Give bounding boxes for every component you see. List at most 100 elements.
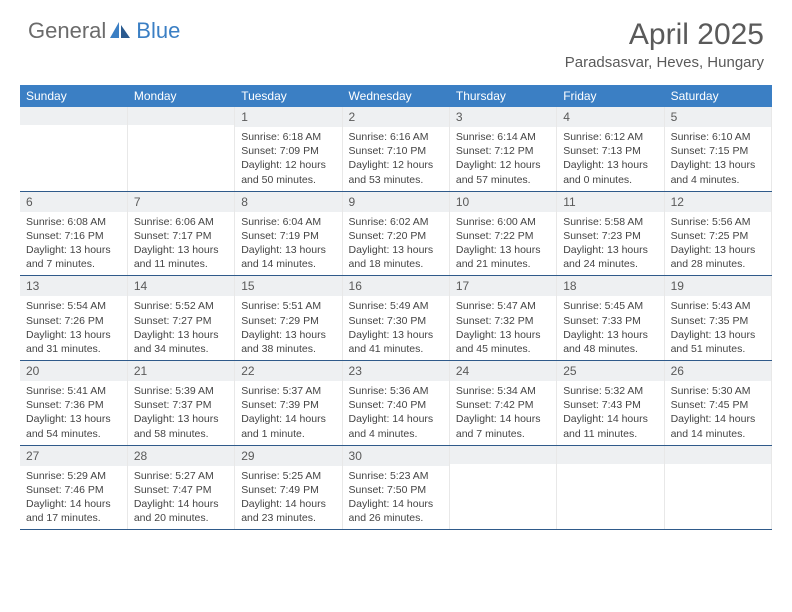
day-detail: Sunrise: 5:34 AMSunset: 7:42 PMDaylight:… [450, 381, 556, 445]
day-detail: Sunrise: 5:27 AMSunset: 7:47 PMDaylight:… [128, 466, 234, 530]
logo-text-1: General [28, 18, 106, 44]
day-cell: 4Sunrise: 6:12 AMSunset: 7:13 PMDaylight… [557, 107, 664, 191]
day-cell: 10Sunrise: 6:00 AMSunset: 7:22 PMDayligh… [449, 191, 556, 276]
day-detail: Sunrise: 5:39 AMSunset: 7:37 PMDaylight:… [128, 381, 234, 445]
location: Paradsasvar, Heves, Hungary [565, 54, 764, 71]
day-number [20, 107, 127, 125]
day-detail: Sunrise: 5:45 AMSunset: 7:33 PMDaylight:… [557, 296, 663, 360]
week-row: 13Sunrise: 5:54 AMSunset: 7:26 PMDayligh… [20, 276, 772, 361]
day-cell: 14Sunrise: 5:52 AMSunset: 7:27 PMDayligh… [127, 276, 234, 361]
day-cell: 13Sunrise: 5:54 AMSunset: 7:26 PMDayligh… [20, 276, 127, 361]
day-number: 21 [128, 361, 234, 381]
weekday-wednesday: Wednesday [342, 85, 449, 107]
weekday-thursday: Thursday [449, 85, 556, 107]
day-number: 14 [128, 276, 234, 296]
week-row: 1Sunrise: 6:18 AMSunset: 7:09 PMDaylight… [20, 107, 772, 191]
day-detail: Sunrise: 6:02 AMSunset: 7:20 PMDaylight:… [343, 212, 449, 276]
day-detail: Sunrise: 5:43 AMSunset: 7:35 PMDaylight:… [665, 296, 771, 360]
day-number: 22 [235, 361, 341, 381]
weekday-tuesday: Tuesday [235, 85, 342, 107]
day-cell: 17Sunrise: 5:47 AMSunset: 7:32 PMDayligh… [449, 276, 556, 361]
day-cell: 18Sunrise: 5:45 AMSunset: 7:33 PMDayligh… [557, 276, 664, 361]
day-cell [557, 445, 664, 530]
day-number: 1 [235, 107, 341, 127]
day-detail: Sunrise: 6:12 AMSunset: 7:13 PMDaylight:… [557, 127, 663, 191]
day-cell: 28Sunrise: 5:27 AMSunset: 7:47 PMDayligh… [127, 445, 234, 530]
day-detail: Sunrise: 5:58 AMSunset: 7:23 PMDaylight:… [557, 212, 663, 276]
day-number: 4 [557, 107, 663, 127]
month-title: April 2025 [565, 18, 764, 52]
day-number: 6 [20, 192, 127, 212]
day-detail: Sunrise: 5:36 AMSunset: 7:40 PMDaylight:… [343, 381, 449, 445]
day-number: 20 [20, 361, 127, 381]
day-detail: Sunrise: 5:29 AMSunset: 7:46 PMDaylight:… [20, 466, 127, 530]
day-detail: Sunrise: 6:04 AMSunset: 7:19 PMDaylight:… [235, 212, 341, 276]
day-cell: 25Sunrise: 5:32 AMSunset: 7:43 PMDayligh… [557, 361, 664, 446]
day-detail: Sunrise: 5:51 AMSunset: 7:29 PMDaylight:… [235, 296, 341, 360]
day-number: 29 [235, 446, 341, 466]
day-cell: 5Sunrise: 6:10 AMSunset: 7:15 PMDaylight… [664, 107, 771, 191]
day-cell: 21Sunrise: 5:39 AMSunset: 7:37 PMDayligh… [127, 361, 234, 446]
header: General Blue April 2025 Paradsasvar, Hev… [0, 0, 792, 79]
day-cell: 22Sunrise: 5:37 AMSunset: 7:39 PMDayligh… [235, 361, 342, 446]
day-cell: 3Sunrise: 6:14 AMSunset: 7:12 PMDaylight… [449, 107, 556, 191]
day-cell: 1Sunrise: 6:18 AMSunset: 7:09 PMDaylight… [235, 107, 342, 191]
day-detail: Sunrise: 6:00 AMSunset: 7:22 PMDaylight:… [450, 212, 556, 276]
week-row: 27Sunrise: 5:29 AMSunset: 7:46 PMDayligh… [20, 445, 772, 530]
day-number: 17 [450, 276, 556, 296]
day-detail: Sunrise: 5:30 AMSunset: 7:45 PMDaylight:… [665, 381, 771, 445]
day-cell: 16Sunrise: 5:49 AMSunset: 7:30 PMDayligh… [342, 276, 449, 361]
day-cell: 9Sunrise: 6:02 AMSunset: 7:20 PMDaylight… [342, 191, 449, 276]
day-detail: Sunrise: 6:14 AMSunset: 7:12 PMDaylight:… [450, 127, 556, 191]
day-cell: 12Sunrise: 5:56 AMSunset: 7:25 PMDayligh… [664, 191, 771, 276]
day-detail: Sunrise: 5:41 AMSunset: 7:36 PMDaylight:… [20, 381, 127, 445]
day-number: 24 [450, 361, 556, 381]
day-number: 28 [128, 446, 234, 466]
day-detail: Sunrise: 5:47 AMSunset: 7:32 PMDaylight:… [450, 296, 556, 360]
week-row: 20Sunrise: 5:41 AMSunset: 7:36 PMDayligh… [20, 361, 772, 446]
day-detail: Sunrise: 5:25 AMSunset: 7:49 PMDaylight:… [235, 466, 341, 530]
day-number: 15 [235, 276, 341, 296]
day-cell: 19Sunrise: 5:43 AMSunset: 7:35 PMDayligh… [664, 276, 771, 361]
day-cell [127, 107, 234, 191]
day-number: 10 [450, 192, 556, 212]
day-number: 16 [343, 276, 449, 296]
day-number: 2 [343, 107, 449, 127]
weekday-sunday: Sunday [20, 85, 127, 107]
day-cell: 2Sunrise: 6:16 AMSunset: 7:10 PMDaylight… [342, 107, 449, 191]
weekday-monday: Monday [127, 85, 234, 107]
day-cell: 8Sunrise: 6:04 AMSunset: 7:19 PMDaylight… [235, 191, 342, 276]
day-number [665, 446, 771, 464]
day-number: 11 [557, 192, 663, 212]
day-number [450, 446, 556, 464]
weekday-friday: Friday [557, 85, 664, 107]
day-number: 9 [343, 192, 449, 212]
day-number: 13 [20, 276, 127, 296]
day-cell: 15Sunrise: 5:51 AMSunset: 7:29 PMDayligh… [235, 276, 342, 361]
day-detail: Sunrise: 5:32 AMSunset: 7:43 PMDaylight:… [557, 381, 663, 445]
day-number: 8 [235, 192, 341, 212]
day-cell: 7Sunrise: 6:06 AMSunset: 7:17 PMDaylight… [127, 191, 234, 276]
day-detail: Sunrise: 6:08 AMSunset: 7:16 PMDaylight:… [20, 212, 127, 276]
day-detail: Sunrise: 6:18 AMSunset: 7:09 PMDaylight:… [235, 127, 341, 191]
day-number: 26 [665, 361, 771, 381]
day-cell: 23Sunrise: 5:36 AMSunset: 7:40 PMDayligh… [342, 361, 449, 446]
day-cell: 29Sunrise: 5:25 AMSunset: 7:49 PMDayligh… [235, 445, 342, 530]
calendar-table: Sunday Monday Tuesday Wednesday Thursday… [20, 85, 772, 530]
day-cell: 30Sunrise: 5:23 AMSunset: 7:50 PMDayligh… [342, 445, 449, 530]
day-number: 27 [20, 446, 127, 466]
day-number: 18 [557, 276, 663, 296]
day-detail: Sunrise: 5:54 AMSunset: 7:26 PMDaylight:… [20, 296, 127, 360]
logo: General Blue [28, 18, 180, 44]
day-detail: Sunrise: 5:49 AMSunset: 7:30 PMDaylight:… [343, 296, 449, 360]
day-number: 5 [665, 107, 771, 127]
day-cell: 6Sunrise: 6:08 AMSunset: 7:16 PMDaylight… [20, 191, 127, 276]
day-cell: 11Sunrise: 5:58 AMSunset: 7:23 PMDayligh… [557, 191, 664, 276]
day-cell [664, 445, 771, 530]
day-detail: Sunrise: 5:56 AMSunset: 7:25 PMDaylight:… [665, 212, 771, 276]
weekday-saturday: Saturday [664, 85, 771, 107]
day-number: 30 [343, 446, 449, 466]
day-cell: 27Sunrise: 5:29 AMSunset: 7:46 PMDayligh… [20, 445, 127, 530]
day-detail: Sunrise: 6:06 AMSunset: 7:17 PMDaylight:… [128, 212, 234, 276]
day-detail: Sunrise: 6:10 AMSunset: 7:15 PMDaylight:… [665, 127, 771, 191]
